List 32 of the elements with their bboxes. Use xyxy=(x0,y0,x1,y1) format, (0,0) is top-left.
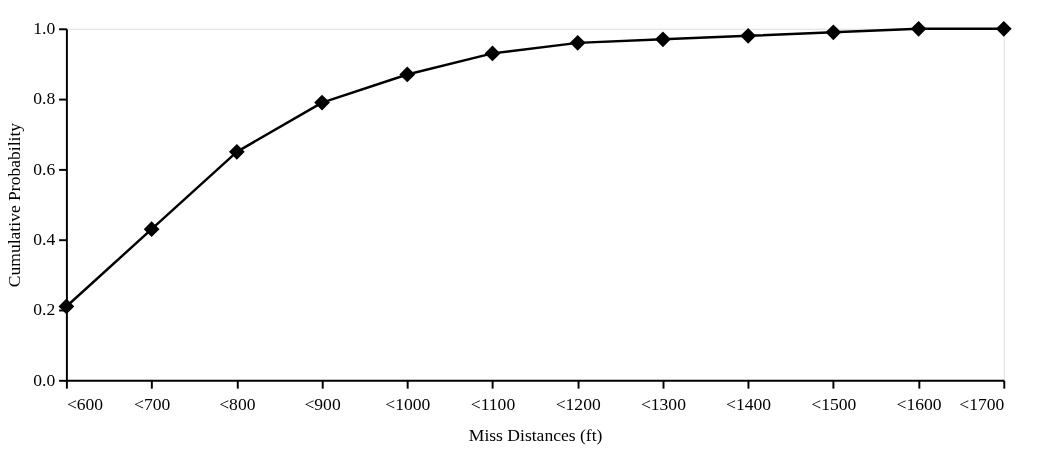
x-tick-label: <1700 xyxy=(959,394,1005,415)
point xyxy=(825,24,842,41)
point xyxy=(58,298,75,315)
y-tick-label: 0.2 xyxy=(33,299,56,320)
x-tick-label: <1500 xyxy=(811,394,857,415)
x-tick-label: <900 xyxy=(304,394,341,415)
x-tick-label: <800 xyxy=(219,394,256,415)
point xyxy=(399,66,416,83)
x-tick-label: <600 xyxy=(66,394,104,415)
x-tick-label: <1400 xyxy=(726,394,772,415)
point xyxy=(484,45,501,62)
x-tick-label: <1100 xyxy=(470,394,516,415)
y-tick-label: 0.4 xyxy=(33,229,56,250)
point xyxy=(995,20,1012,37)
y-tick-label: 0.0 xyxy=(33,369,56,390)
x-tick-label: <700 xyxy=(133,394,171,415)
point xyxy=(655,31,671,48)
y-axis-title: Cumulative Probability xyxy=(3,122,24,288)
point xyxy=(910,20,927,37)
point xyxy=(143,221,160,238)
x-tick-label: <1200 xyxy=(555,394,601,415)
point xyxy=(314,94,330,111)
point xyxy=(228,143,245,160)
x-tick-label: <1600 xyxy=(896,394,942,415)
x-tick-label: <1000 xyxy=(385,394,431,415)
y-tick-label: 1.0 xyxy=(33,18,56,39)
point xyxy=(740,27,757,44)
y-tick-label: 0.8 xyxy=(33,88,56,109)
x-tick-label: <1300 xyxy=(640,394,687,415)
y-tick-label: 0.6 xyxy=(33,158,56,179)
point xyxy=(569,34,586,51)
x-axis-title: Miss Distances (ft) xyxy=(468,425,603,446)
